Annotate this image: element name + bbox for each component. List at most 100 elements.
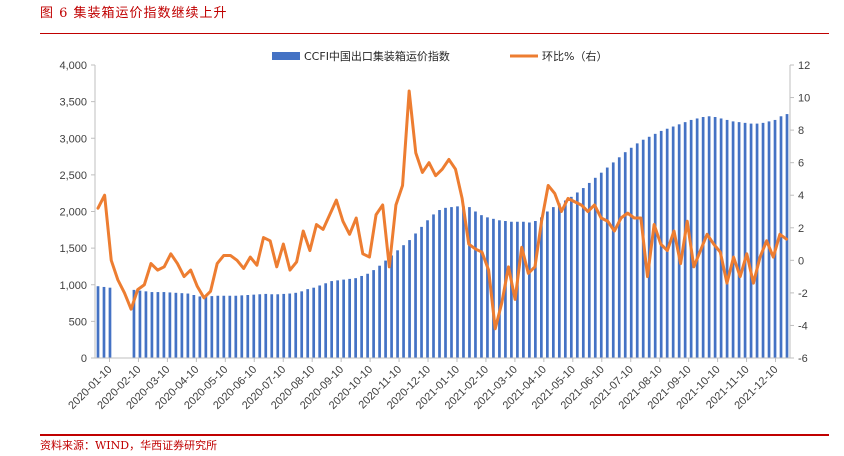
ccfi-bar	[372, 270, 375, 358]
ccfi-bar	[444, 207, 447, 358]
ccfi-bar	[420, 226, 423, 358]
ccfi-bar	[138, 290, 142, 358]
ccfi-bar	[102, 286, 106, 358]
ccfi-bar	[569, 196, 573, 358]
right-tick-label: -6	[798, 353, 808, 365]
left-tick-label: 4,000	[59, 60, 87, 72]
ccfi-bar	[767, 121, 771, 359]
ccfi-bar	[456, 206, 459, 358]
right-tick-label: -4	[798, 320, 808, 332]
ccfi-bar	[713, 117, 717, 358]
ccfi-bar	[270, 294, 274, 358]
ccfi-bar	[240, 295, 244, 358]
ccfi-bar	[773, 119, 777, 358]
ccfi-bar	[462, 206, 465, 358]
left-tick-label: 3,000	[59, 133, 87, 145]
source-note: 资料来源：WIND，华西证券研究所	[40, 439, 218, 452]
left-tick-label: 2,000	[59, 207, 87, 219]
ccfi-bar	[677, 124, 681, 358]
mom-line-series	[96, 89, 789, 331]
right-axis-ticks: -6 -4 -2 0 2 4 6 8 10 12	[790, 60, 810, 365]
ccfi-bar	[557, 203, 561, 358]
right-tick-label: 12	[798, 60, 810, 72]
left-axis-ticks: 0 500 1,000 1,500 2,000 2,500 3,000 3,500 4,000	[59, 60, 95, 365]
ccfi-bar	[617, 157, 621, 358]
ccfi-bar	[198, 296, 202, 358]
ccfi-bar	[348, 278, 351, 358]
ccfi-bar	[695, 118, 699, 358]
right-tick-label: 6	[798, 158, 804, 170]
ccfi-bar	[629, 147, 633, 358]
ccfi-bar	[468, 207, 471, 358]
ccfi-bar	[611, 162, 615, 358]
ccfi-bar	[408, 240, 411, 358]
ccfi-bar	[510, 221, 513, 358]
ccfi-bar	[701, 117, 705, 358]
ccfi-bar	[306, 289, 310, 358]
ccfi-bar	[336, 280, 339, 358]
ccfi-bar	[587, 182, 591, 358]
ccfi-bar	[546, 211, 549, 358]
ccfi-bar	[492, 218, 495, 358]
ccfi-bar	[162, 292, 166, 358]
legend-bar-label: CCFI中国出口集装箱运价指数	[304, 49, 450, 63]
ccfi-bar	[324, 283, 328, 358]
ccfi-bar	[288, 293, 292, 358]
ccfi-bar	[312, 287, 316, 358]
figure-title: 图 6 集装箱运价指数继续上升	[40, 6, 228, 21]
ccfi-bar	[653, 133, 657, 358]
ccfi-bar	[180, 293, 184, 358]
ccfi-bar	[378, 265, 381, 358]
ccfi-bar	[330, 281, 334, 358]
ccfi-bar	[204, 296, 208, 358]
ccfi-bar	[480, 215, 483, 358]
ccfi-bar	[563, 200, 567, 358]
x-axis-ticks: 2020-01-102020-02-102020-03-102020-04-10…	[66, 358, 781, 412]
right-tick-label: -2	[798, 288, 808, 300]
ccfi-bar	[761, 122, 765, 359]
ccfi-bar	[737, 122, 741, 358]
ccfi-bar	[540, 217, 543, 358]
ccfi-bar	[528, 222, 531, 358]
ccfi-bar	[108, 287, 112, 358]
ccfi-bar	[450, 207, 453, 358]
ccfi-bar	[534, 221, 537, 358]
ccfi-bar	[174, 292, 178, 358]
ccfi-bar	[599, 172, 603, 358]
ccfi-bar	[192, 295, 196, 358]
ccfi-bar	[360, 275, 363, 358]
ccfi-bar	[402, 245, 405, 358]
ccfi-bar	[725, 119, 729, 358]
ccfi-bar	[719, 118, 723, 358]
left-tick-label: 1,500	[59, 243, 87, 255]
ccfi-bar	[150, 292, 154, 358]
ccfi-bar	[414, 233, 417, 358]
legend-bar-swatch	[272, 52, 300, 60]
ccfi-bar	[216, 295, 220, 358]
ccfi-bar	[749, 123, 753, 358]
ccfi-bar	[575, 192, 579, 358]
left-tick-label: 2,500	[59, 170, 87, 182]
right-tick-label: 10	[798, 93, 810, 105]
ccfi-bar	[522, 221, 525, 358]
ccfi-bar	[384, 260, 387, 358]
ccfi-bar	[96, 286, 100, 358]
ccfi-bar	[342, 279, 345, 358]
left-tick-label: 500	[69, 316, 87, 328]
ccfi-bar	[246, 295, 250, 358]
right-tick-label: 0	[798, 255, 804, 267]
ccfi-bar	[605, 167, 609, 358]
ccfi-bar	[210, 296, 214, 358]
ccfi-bar	[252, 294, 256, 358]
ccfi-bar	[743, 122, 747, 359]
right-tick-label: 2	[798, 223, 804, 235]
ccfi-bar	[647, 136, 651, 358]
ccfi-bar	[234, 295, 238, 358]
ccfi-bar	[623, 152, 627, 358]
ccfi-bar	[318, 285, 322, 358]
ccfi-bar	[426, 220, 429, 358]
ccfi-bar	[186, 293, 190, 358]
ccfi-bar	[294, 292, 298, 358]
ccfi-bar	[168, 292, 172, 358]
